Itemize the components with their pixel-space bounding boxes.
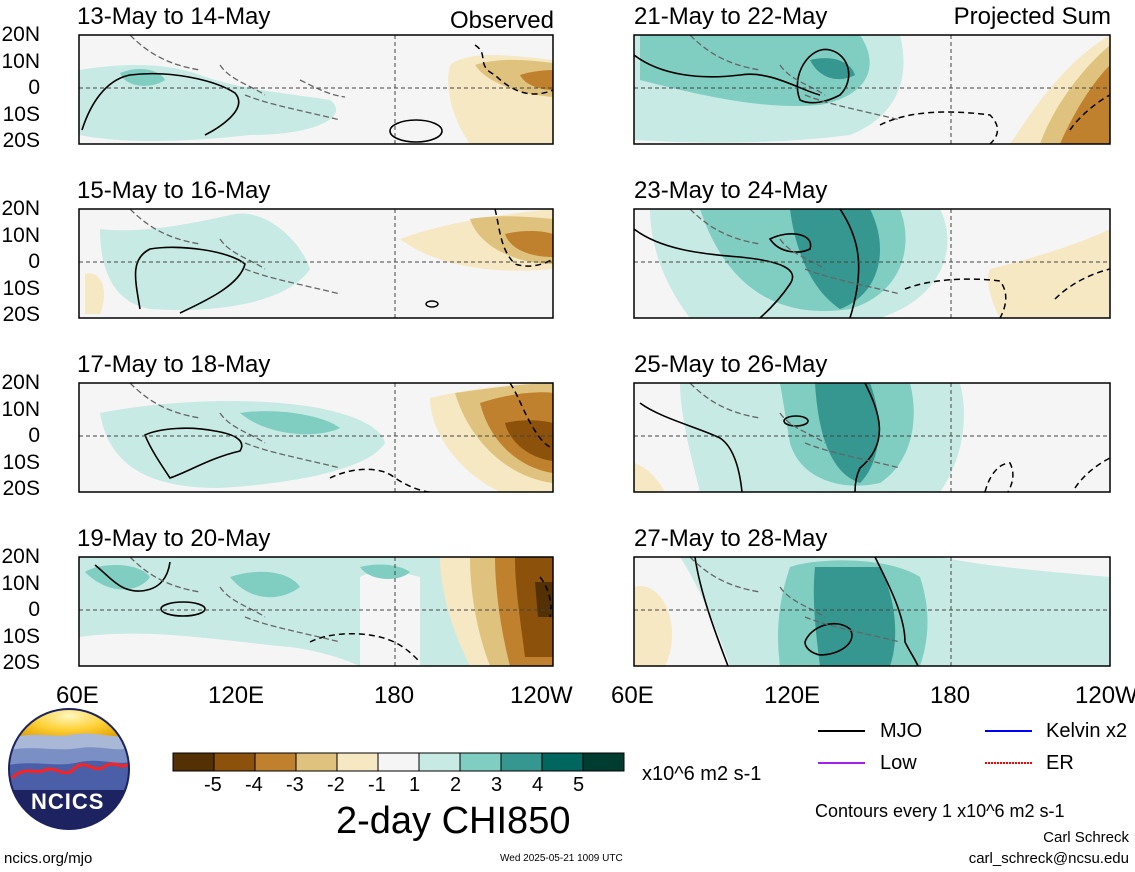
lat-label: 0 bbox=[28, 598, 40, 621]
lon-label: 60E bbox=[56, 682, 99, 709]
colorbar-tick: 1 bbox=[409, 774, 421, 796]
map-panel-25-may bbox=[633, 382, 1111, 493]
colorbar-units: x10^6 m2 s-1 bbox=[642, 763, 762, 785]
colorbar-swatch bbox=[582, 752, 625, 772]
lat-label: 10S bbox=[2, 451, 40, 474]
colorbar-tick: -4 bbox=[245, 774, 263, 796]
lat-label: 10S bbox=[2, 277, 40, 300]
colorbar-tick: 5 bbox=[573, 774, 585, 796]
colorbar-swatch bbox=[459, 752, 502, 772]
contours-note: Contours every 1 x10^6 m2 s-1 bbox=[815, 801, 1065, 821]
colorbar-swatch bbox=[213, 752, 256, 772]
legend-kelvin-label: Kelvin x2 bbox=[1046, 720, 1128, 742]
colorbar bbox=[172, 752, 625, 772]
site-url[interactable]: ncics.org/mjo bbox=[4, 850, 93, 867]
lon-label: 120W bbox=[510, 682, 573, 709]
colorbar-swatch bbox=[541, 752, 584, 772]
lat-label: 20S bbox=[2, 303, 40, 326]
lat-label: 10N bbox=[1, 398, 40, 421]
map-panel-13-may bbox=[78, 34, 554, 145]
colorbar-swatch bbox=[377, 752, 420, 772]
panel-title: 21-May to 22-May bbox=[634, 3, 828, 30]
lat-label: 10S bbox=[2, 103, 40, 126]
lat-label: 10N bbox=[1, 50, 40, 73]
panel-title: 15-May to 16-May bbox=[77, 177, 271, 204]
lat-label: 20S bbox=[2, 651, 40, 674]
main-title: 2-day CHI850 bbox=[336, 800, 571, 842]
panel-title: 17-May to 18-May bbox=[77, 351, 271, 378]
colorbar-swatch bbox=[418, 752, 461, 772]
panel-tag-observed: Observed bbox=[449, 7, 554, 34]
lat-label: 20N bbox=[1, 545, 40, 568]
colorbar-swatch bbox=[172, 752, 215, 772]
lon-label: 180 bbox=[374, 682, 415, 709]
colorbar-tick: -1 bbox=[368, 774, 386, 796]
lon-label: 120W bbox=[1075, 682, 1135, 709]
logo-text: NCICS bbox=[31, 789, 105, 814]
map-panel-15-may bbox=[78, 208, 554, 319]
lat-label: 0 bbox=[28, 76, 40, 99]
lat-label: 20N bbox=[1, 371, 40, 394]
lat-label: 0 bbox=[28, 424, 40, 447]
lon-label: 120E bbox=[764, 682, 821, 709]
legend-mjo-label: MJO bbox=[880, 720, 923, 742]
colorbar-tick: 4 bbox=[532, 774, 544, 796]
legend-low-label: Low bbox=[880, 752, 917, 774]
panel-title: 27-May to 28-May bbox=[634, 525, 828, 552]
lat-label: 20S bbox=[2, 477, 40, 500]
map-panel-23-may bbox=[633, 208, 1111, 319]
ncics-logo bbox=[8, 708, 130, 830]
lat-label: 0 bbox=[28, 250, 40, 273]
lat-label: 10S bbox=[2, 625, 40, 648]
panel-title: 13-May to 14-May bbox=[77, 3, 271, 30]
colorbar-swatch bbox=[336, 752, 379, 772]
lon-label: 60E bbox=[611, 682, 654, 709]
panel-tag-projected: Projected Sum bbox=[953, 3, 1111, 30]
colorbar-tick: 3 bbox=[491, 774, 503, 796]
colorbar-tick: 2 bbox=[450, 774, 462, 796]
panel-title: 23-May to 24-May bbox=[634, 177, 828, 204]
timestamp: Wed 2025-05-21 1009 UTC bbox=[500, 853, 623, 864]
legend-er-label: ER bbox=[1046, 752, 1074, 774]
lon-label: 120E bbox=[208, 682, 265, 709]
author-email[interactable]: carl_schreck@ncsu.edu bbox=[968, 850, 1129, 867]
lat-label: 20S bbox=[2, 129, 40, 152]
map-panel-27-may bbox=[633, 556, 1111, 667]
lat-label: 20N bbox=[1, 197, 40, 220]
colorbar-tick: -5 bbox=[204, 774, 222, 796]
lat-label: 20N bbox=[1, 23, 40, 46]
map-panel-19-may bbox=[78, 556, 554, 667]
lon-label: 180 bbox=[930, 682, 971, 709]
colorbar-swatch bbox=[500, 752, 543, 772]
author-name: Carl Schreck bbox=[1043, 829, 1129, 846]
colorbar-swatch bbox=[295, 752, 338, 772]
panel-title: 25-May to 26-May bbox=[634, 351, 828, 378]
map-panel-17-may bbox=[78, 382, 554, 493]
lat-label: 10N bbox=[1, 572, 40, 595]
panel-title: 19-May to 20-May bbox=[77, 525, 271, 552]
map-panel-21-may bbox=[633, 34, 1111, 145]
colorbar-tick: -3 bbox=[286, 774, 304, 796]
colorbar-swatch bbox=[254, 752, 297, 772]
lat-label: 10N bbox=[1, 224, 40, 247]
colorbar-tick: -2 bbox=[327, 774, 345, 796]
